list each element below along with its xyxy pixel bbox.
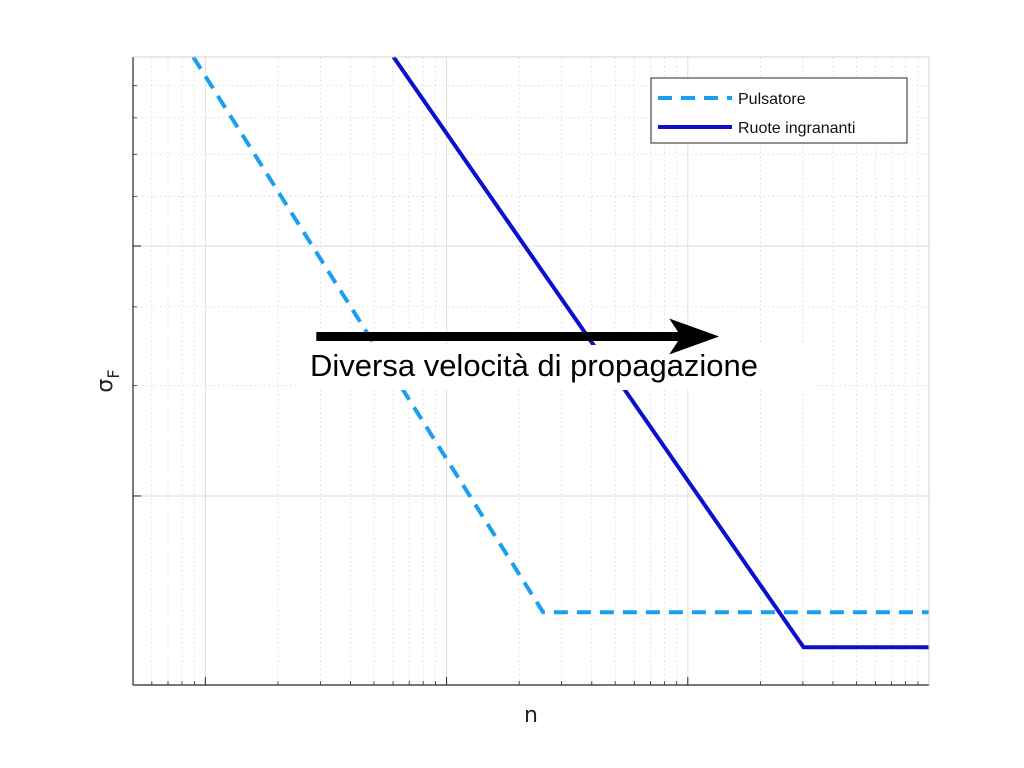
x-axis-label: n: [524, 703, 538, 728]
annotation-background: [300, 345, 810, 390]
series-layer: [191, 55, 929, 650]
minor-grid: [133, 56, 929, 686]
annotation-arrow-head: [669, 318, 720, 355]
series-line-ruote-ingrananti: [391, 55, 929, 650]
series-line-pulsatore: [191, 55, 929, 615]
legend: Pulsatore Ruote ingrananti: [650, 77, 908, 144]
y-axis-label: σF: [93, 369, 123, 392]
y-axis-label-subscript: F: [104, 369, 123, 378]
y-axis-label-symbol: σ: [93, 379, 118, 393]
legend-label-pulsatore: Pulsatore: [738, 91, 806, 108]
annotation-text: Diversa velocità di propagazione: [310, 348, 758, 383]
annotation-layer: Diversa velocità di propagazione: [300, 318, 810, 390]
legend-box: [650, 77, 908, 144]
legend-label-ruote-ingrananti: Ruote ingrananti: [738, 120, 855, 137]
